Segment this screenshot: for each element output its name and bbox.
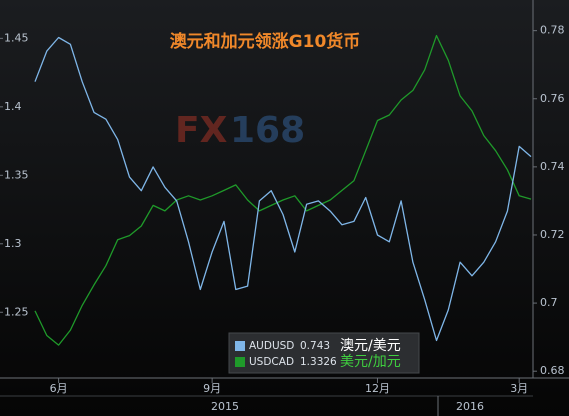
series-line [34, 36, 532, 342]
legend-box [228, 332, 420, 374]
y2-tick-label: 0.7 [540, 296, 558, 309]
legend: AUDUSD 0.743 澳元/美元 USDCAD 1.3326 美元/加元 [228, 332, 420, 374]
y2-tick-label: 0.74 [540, 160, 565, 173]
legend-last: 0.743 [300, 340, 330, 352]
legend-swatch [235, 341, 245, 351]
legend-swatch [235, 357, 245, 367]
y2-tick-label: 0.72 [540, 228, 565, 241]
y2-tick-label: 0.78 [540, 24, 565, 37]
legend-label: 美元/加元 [340, 354, 401, 370]
year-label: 2015 [211, 400, 239, 413]
watermark: 168 [230, 110, 305, 151]
legend-last: 1.3326 [300, 356, 337, 368]
year-label: 2016 [456, 400, 484, 413]
x-tick-label: 3月 [510, 382, 528, 395]
y2-tick-label: 0.68 [540, 364, 565, 377]
x-tick-label: 9月 [203, 382, 221, 395]
y2-tick-label: 0.76 [540, 92, 565, 105]
y-tick-label: 1.45 [4, 31, 29, 44]
y-tick-label: 1.3 [4, 237, 22, 250]
watermark: FX [175, 110, 228, 151]
x-tick-label: 6月 [50, 382, 68, 395]
legend-label: 澳元/美元 [340, 338, 401, 354]
legend-name: AUDUSD [249, 340, 294, 352]
y-tick-label: 1.25 [4, 305, 29, 318]
y-tick-label: 1.4 [4, 100, 22, 113]
series-line [34, 34, 532, 346]
x-tick-label: 12月 [365, 382, 390, 395]
chart-title: 澳元和加元领涨G10货币 [170, 31, 361, 52]
y-tick-label: 1.35 [4, 168, 29, 181]
legend-name: USDCAD [249, 356, 294, 368]
